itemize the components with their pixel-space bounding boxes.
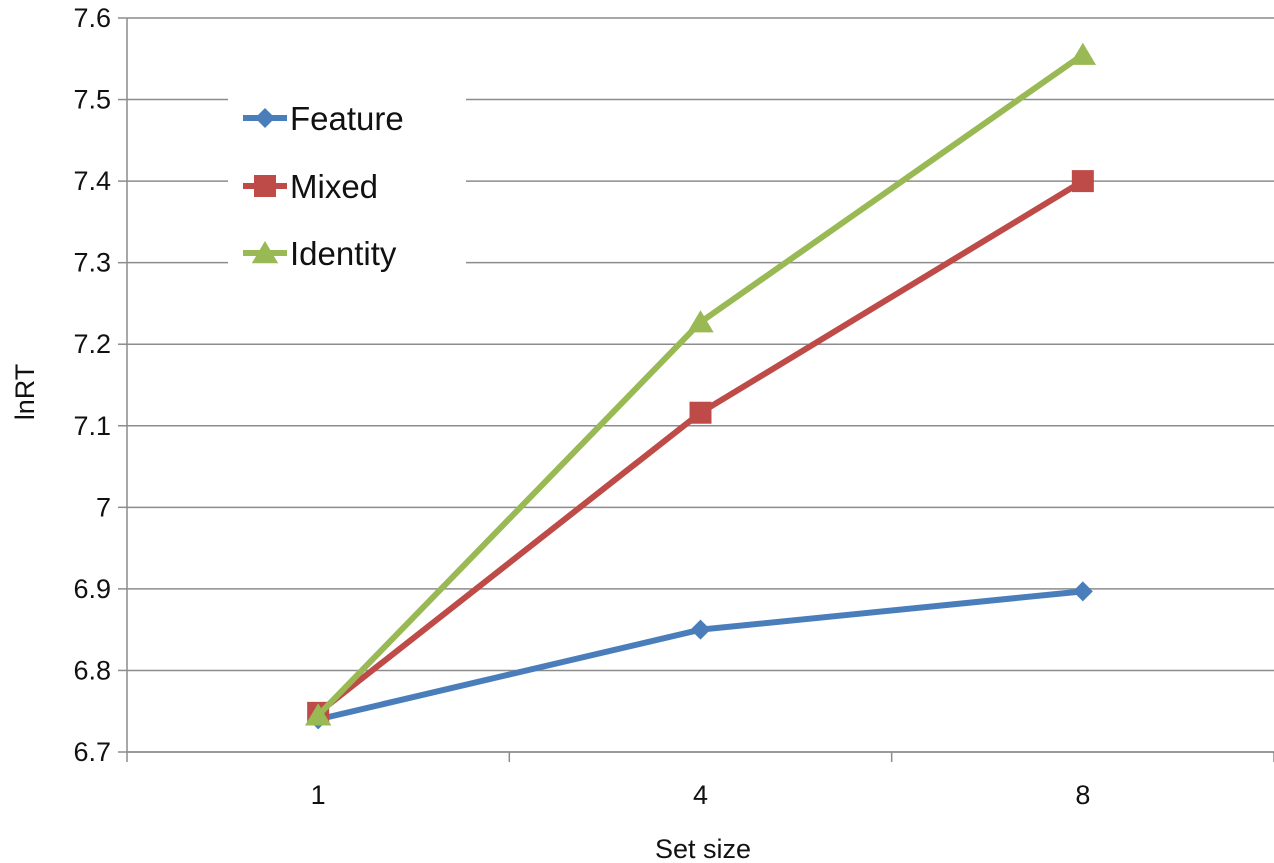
legend-label: Feature bbox=[290, 100, 404, 137]
y-axis: 6.7 6.8 6.9 7 7.1 7.2 7.3 7.4 7.5 7.6 bbox=[73, 3, 128, 767]
y-tick-label: 6.8 bbox=[73, 655, 111, 685]
y-axis-label: lnRT bbox=[10, 364, 40, 421]
x-tick-label: 4 bbox=[693, 780, 708, 810]
legend-item-feature: Feature bbox=[243, 100, 404, 137]
legend-item-mixed: Mixed bbox=[243, 168, 378, 205]
y-tick-label: 6.9 bbox=[73, 574, 111, 604]
series-identity bbox=[304, 42, 1097, 726]
y-tick-label: 7.5 bbox=[73, 85, 111, 115]
data-point bbox=[689, 401, 712, 424]
x-tick-label: 8 bbox=[1075, 780, 1090, 810]
data-point bbox=[690, 619, 711, 640]
data-point bbox=[1072, 581, 1093, 602]
legend-swatch-marker bbox=[254, 175, 276, 197]
x-axis: 1 4 8 bbox=[126, 751, 1274, 810]
y-tick-label: 7.6 bbox=[73, 3, 111, 33]
series-group bbox=[304, 42, 1097, 730]
data-point bbox=[1071, 170, 1094, 193]
legend-swatch-marker bbox=[255, 108, 275, 128]
legend-label: Identity bbox=[290, 235, 397, 272]
x-tick-label: 1 bbox=[311, 780, 326, 810]
y-tick-label: 6.7 bbox=[73, 737, 111, 767]
legend: Feature Mixed Identity bbox=[228, 85, 466, 285]
data-point bbox=[304, 703, 332, 726]
y-tick-label: 7.3 bbox=[73, 248, 111, 278]
y-tick-label: 7 bbox=[96, 492, 111, 522]
legend-item-identity: Identity bbox=[243, 235, 397, 272]
data-point bbox=[687, 310, 714, 333]
x-axis-label: Set size bbox=[655, 834, 751, 863]
y-tick-label: 7.1 bbox=[73, 411, 111, 441]
legend-swatch-marker bbox=[251, 241, 279, 264]
data-point bbox=[1069, 42, 1097, 65]
y-tick-label: 7.2 bbox=[73, 329, 111, 359]
y-tick-label: 7.4 bbox=[73, 166, 111, 196]
legend-label: Mixed bbox=[290, 168, 378, 205]
series-line bbox=[317, 588, 1084, 723]
